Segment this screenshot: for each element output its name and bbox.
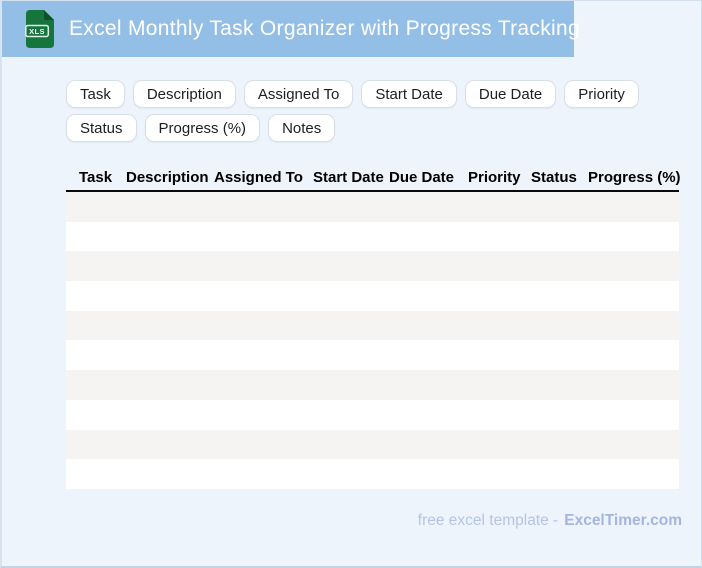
column-header-assigned-to: Assigned To [214,168,303,186]
table-row [66,310,679,341]
chip-assigned-to[interactable]: Assigned To [243,80,354,108]
table-row [66,399,679,430]
column-header-progress: Progress (%) [588,168,681,186]
footer-credit-text: free excel template - [417,511,559,529]
xls-icon-badge-text: XLS [29,27,45,36]
chip-due-date[interactable]: Due Date [464,80,557,108]
table-row [66,192,679,222]
column-header-start-date: Start Date [313,168,384,186]
column-header-task: Task [79,168,113,186]
table-row [66,459,679,489]
header-bar: XLS Excel Monthly Task Organizer with Pr… [2,1,580,57]
chip-description[interactable]: Description [132,80,236,108]
column-header-priority: Priority [468,168,521,186]
task-table: Task Description Assigned To Start Date … [66,164,681,489]
column-chip-list: Task Description Assigned To Start Date … [66,80,658,142]
footer-credit: free excel template - ExcelTimer.com [2,512,701,530]
table-body [66,192,679,489]
table-row [66,221,679,252]
chip-task[interactable]: Task [66,80,125,108]
footer-brand-link[interactable]: ExcelTimer.com [564,511,682,529]
table-row [66,281,679,311]
column-header-due-date: Due Date [389,168,455,186]
chip-notes[interactable]: Notes [268,114,336,142]
chip-start-date[interactable]: Start Date [361,80,457,108]
column-header-status: Status [531,168,577,186]
chip-progress[interactable]: Progress (%) [144,114,261,142]
table-row [66,429,679,460]
table-header-row: Task Description Assigned To Start Date … [66,164,681,192]
chip-priority[interactable]: Priority [564,80,639,108]
table-row [66,251,679,282]
column-header-description: Description [126,168,209,186]
table-row [66,370,679,400]
chip-status[interactable]: Status [66,114,137,142]
page-title: Excel Monthly Task Organizer with Progre… [69,17,580,40]
xls-file-icon: XLS [25,10,54,48]
table-row [66,340,679,371]
